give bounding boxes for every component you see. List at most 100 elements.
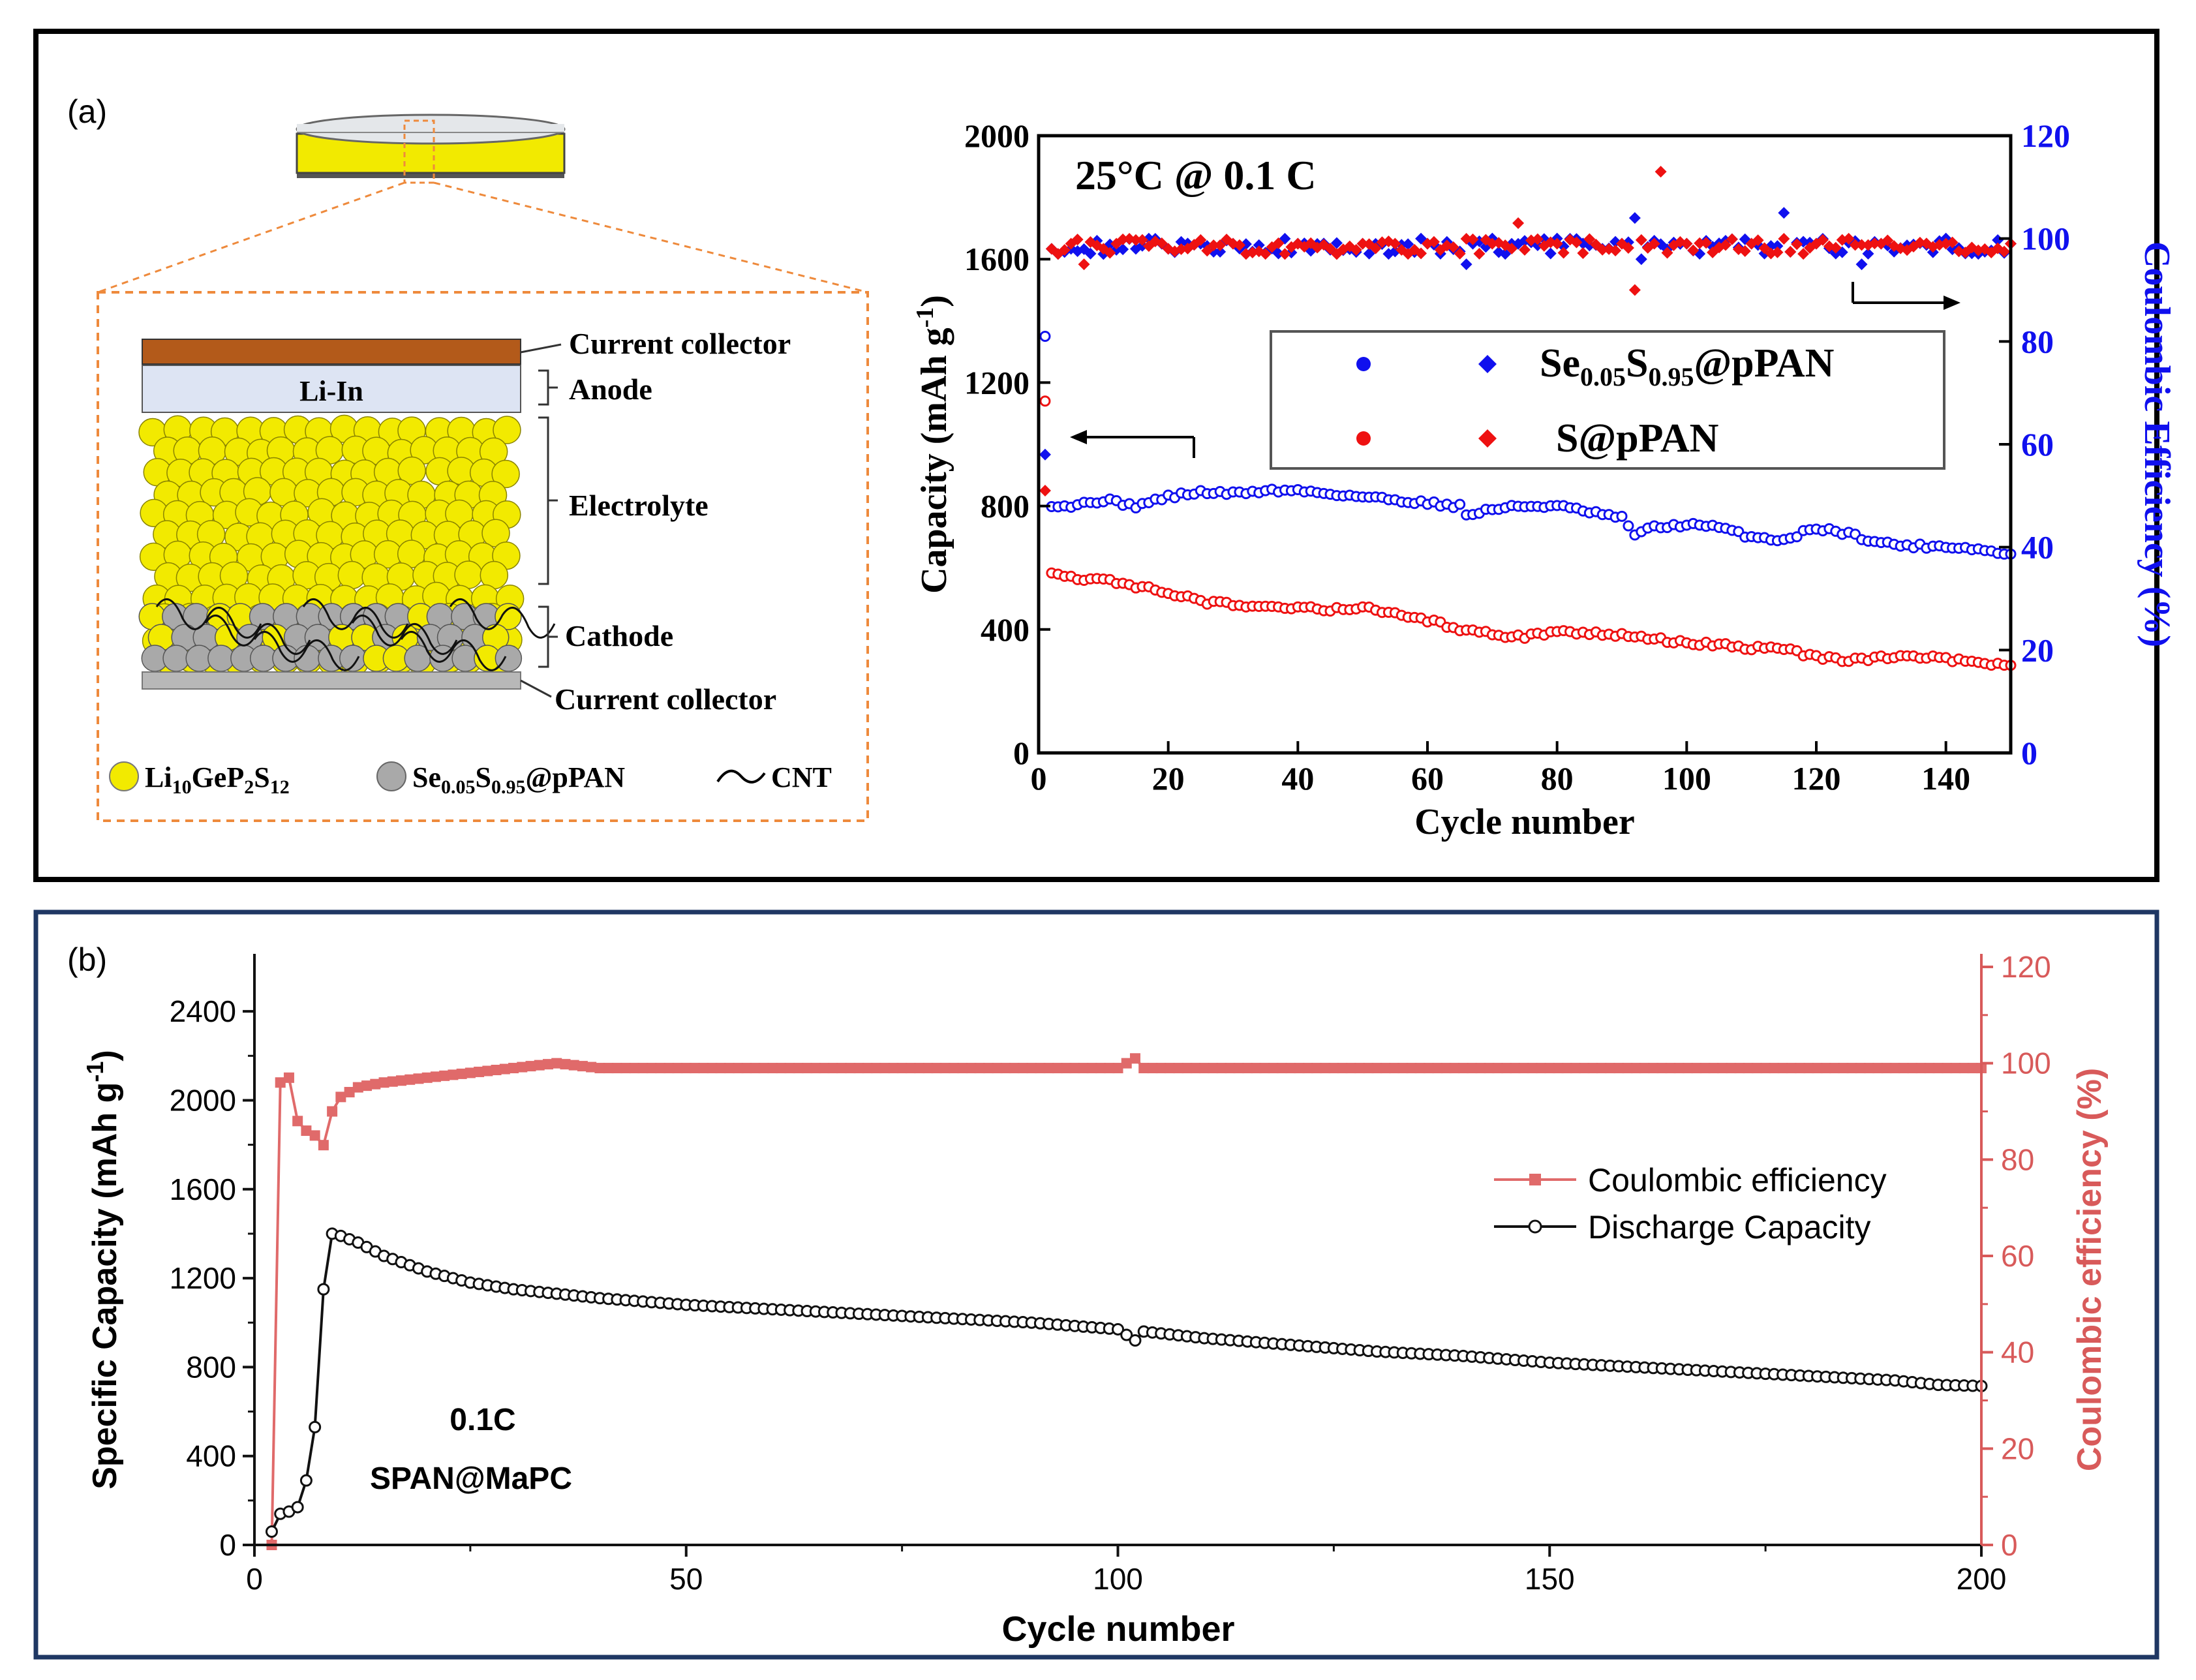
ce-point xyxy=(1350,243,1362,256)
ce-point xyxy=(1369,242,1382,254)
ce-point xyxy=(750,1063,761,1074)
callout-anode: Anode xyxy=(569,373,652,406)
cnt-fiber xyxy=(155,598,262,639)
capacity-point xyxy=(1454,498,1466,510)
ce-point xyxy=(491,1065,502,1076)
ce-point xyxy=(1518,1063,1529,1074)
ce-point xyxy=(1320,1063,1331,1074)
ce-point xyxy=(1716,1063,1728,1074)
ce-point xyxy=(966,1063,977,1074)
ce-point xyxy=(923,1063,934,1074)
ce-point xyxy=(1536,1063,1547,1074)
chart-a-axes: 0 20 40 60 80 100 120 140 0 400 800 1200 1600 2000 0 20… xyxy=(964,117,2070,797)
chart-a: 25°C @ 0.1 C 0 20 40 60 80 100 120 140040080012… xyxy=(911,117,2177,842)
ce-point xyxy=(776,1063,787,1074)
ce-point xyxy=(1739,245,1751,257)
coin-cell-icon xyxy=(296,114,566,184)
ce-point xyxy=(637,1063,648,1074)
ce-point xyxy=(1198,1063,1210,1074)
ce-point xyxy=(1829,1063,1840,1074)
ce-point xyxy=(1427,236,1440,248)
ce-point xyxy=(1095,1063,1106,1074)
ce-point xyxy=(525,1061,536,1072)
legend-span-label: S@pPAN xyxy=(1556,416,1718,461)
ce-point xyxy=(715,1063,726,1074)
panel-a-frame xyxy=(33,29,2159,882)
legend-sepan-label: Se0.05S0.95@pPAN xyxy=(1540,341,1834,391)
callout-electrolyte: Electrolyte xyxy=(569,489,709,522)
ce-point xyxy=(1655,166,1667,178)
legend-cnt: CNT xyxy=(771,761,832,793)
chart-b-ylabel-left: Specific Capacity (mAh g-1) xyxy=(82,1050,124,1489)
ce-point xyxy=(1175,243,1187,255)
cnt-fiber xyxy=(400,631,507,671)
ce-point xyxy=(1596,1063,1607,1074)
ce-point xyxy=(352,1082,363,1093)
ce-point xyxy=(1324,243,1336,255)
ce-point xyxy=(1406,1063,1417,1074)
ce-point xyxy=(1907,1063,1918,1074)
chart-b-annotation-rate: 0.1C xyxy=(450,1403,515,1437)
ce-point xyxy=(1519,243,1531,256)
ce-point xyxy=(1829,241,1842,254)
ce-point xyxy=(992,1063,1003,1074)
cathode-particle xyxy=(162,645,190,672)
y-left-tick-label: 1600 xyxy=(170,1172,236,1206)
ce-point xyxy=(1449,1063,1460,1074)
ce-point xyxy=(1225,1063,1236,1074)
cnt-fiber xyxy=(253,631,360,671)
y-left-tick-label: 0 xyxy=(219,1528,236,1562)
ce-point xyxy=(949,1063,960,1074)
ce-point xyxy=(1084,247,1097,260)
ce-point xyxy=(1527,1063,1538,1074)
legend-capacity-label: Discharge Capacity xyxy=(1588,1209,1871,1245)
electrolyte-particle xyxy=(454,560,483,589)
capacity-point xyxy=(291,1501,304,1514)
ce-point xyxy=(1726,1063,1737,1074)
ce-point xyxy=(1155,237,1168,249)
right-axis-arrow xyxy=(1852,282,1960,310)
ce-point xyxy=(404,1074,416,1085)
ce-point xyxy=(1849,239,1861,251)
ce-point xyxy=(1233,1063,1244,1074)
ce-point xyxy=(1164,1063,1175,1074)
ce-point xyxy=(292,1116,303,1127)
ce-point xyxy=(301,1125,312,1137)
ce-point xyxy=(689,1063,700,1074)
ce-point xyxy=(620,1063,632,1074)
ce-point xyxy=(905,1063,916,1074)
ce-point xyxy=(448,1069,459,1080)
ce-point xyxy=(1457,1063,1469,1074)
ce-point xyxy=(1551,237,1563,250)
capacity-point xyxy=(1039,330,1051,342)
ce-point xyxy=(974,1063,985,1074)
ce-point xyxy=(1253,239,1265,251)
chart-b-annotation-sample: SPAN@MaPC xyxy=(370,1461,572,1496)
ce-point xyxy=(1214,245,1227,258)
panel-b-frame xyxy=(33,909,2159,1660)
ce-point xyxy=(1751,1063,1762,1074)
ce-point xyxy=(1506,242,1518,254)
ce-point xyxy=(1622,241,1634,254)
legend-ce-marker xyxy=(1529,1174,1541,1185)
ce-point xyxy=(1700,1063,1711,1074)
cnt-icon xyxy=(716,769,766,784)
ce-point xyxy=(1635,253,1647,266)
electrolyte-particle xyxy=(491,459,520,489)
ce-point xyxy=(1812,1063,1823,1074)
ce-point xyxy=(318,1140,329,1151)
y-left-tick-label: 2000 xyxy=(170,1083,236,1117)
ce-point xyxy=(1423,1063,1434,1074)
ce-point xyxy=(1501,1063,1512,1074)
ce-point xyxy=(1694,237,1706,249)
ce-point xyxy=(1734,1063,1745,1074)
chart-b-ylabel-right: Coulombic efficiency (%) xyxy=(2071,1068,2109,1471)
ce-point xyxy=(1786,1063,1797,1074)
zoom-box xyxy=(97,291,869,822)
capacity-point xyxy=(309,1420,322,1433)
ce-point xyxy=(1363,1063,1374,1074)
legend-sepan-capacity-marker xyxy=(1356,357,1371,371)
ce-point xyxy=(395,1075,406,1086)
ce-point xyxy=(1648,237,1660,250)
ce-point xyxy=(1009,1063,1020,1074)
